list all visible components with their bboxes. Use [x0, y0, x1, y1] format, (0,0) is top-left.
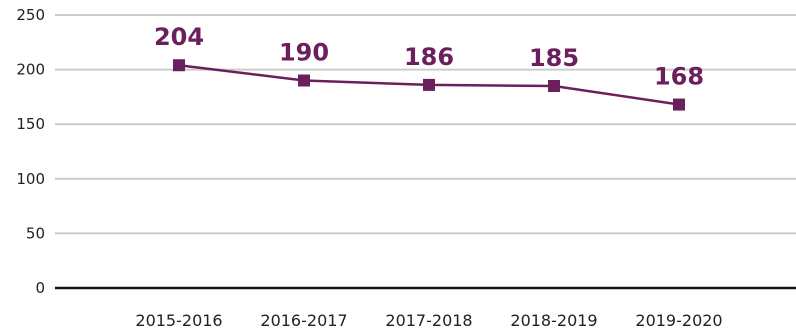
data-point-marker [423, 78, 435, 91]
data-label: 185 [529, 44, 579, 72]
data-label: 204 [154, 23, 204, 51]
data-label: 168 [654, 63, 704, 91]
data-point-marker [548, 79, 560, 92]
y-tick-label: 0 [35, 279, 45, 297]
y-tick-label: 50 [26, 224, 45, 242]
y-tick-label: 200 [16, 61, 45, 79]
y-tick-label: 150 [16, 115, 45, 133]
y-tick-label: 100 [16, 170, 45, 188]
data-label: 186 [404, 43, 454, 71]
data-point-marker [673, 98, 685, 111]
data-labels: 204 190 186 185 168 [154, 23, 704, 90]
data-point-marker [173, 59, 185, 72]
data-label: 190 [279, 39, 329, 67]
x-tick-label: 2016-2017 [260, 311, 347, 330]
x-tick-label: 2019-2020 [635, 311, 722, 330]
y-axis-tick-labels: 0 50 100 150 200 250 [16, 6, 45, 297]
data-point-marker [298, 74, 310, 87]
x-axis-tick-labels: 2015-2016 2016-2017 2017-2018 2018-2019 2019… [135, 311, 722, 330]
x-tick-label: 2017-2018 [385, 311, 472, 330]
x-tick-label: 2015-2016 [135, 311, 222, 330]
data-markers [173, 59, 685, 111]
x-tick-label: 2018-2019 [510, 311, 597, 330]
y-tick-label: 250 [16, 6, 45, 24]
